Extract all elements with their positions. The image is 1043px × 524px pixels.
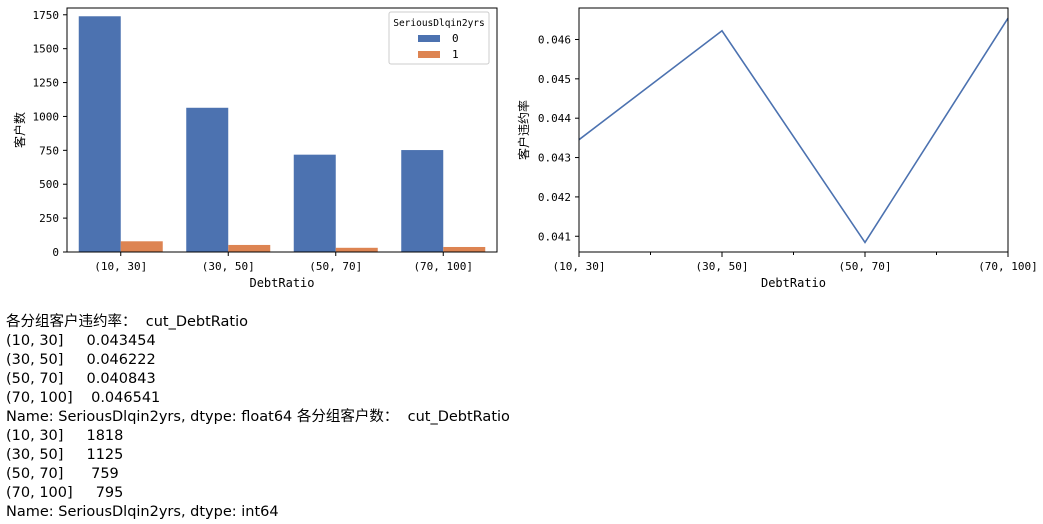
x-tick-label: (70, 100]: [413, 260, 473, 273]
x-tick-label: (50, 70]: [839, 260, 892, 273]
x-tick-label: (50, 70]: [309, 260, 362, 273]
output-line: Name: SeriousDlqin2yrs, dtype: float64 各…: [6, 409, 510, 425]
y-axis-label: 客户违约率: [516, 100, 531, 160]
line-series: [578, 17, 1009, 244]
y-tick-label: 500: [39, 178, 59, 191]
output-line: (30, 50] 1125: [6, 447, 124, 463]
y-tick-label: 0.042: [538, 191, 571, 204]
bar-0-1: [186, 107, 229, 252]
output-line: (10, 30] 0.043454: [6, 333, 156, 349]
output-line: (70, 100] 795: [6, 485, 124, 501]
legend-title: SeriousDlqin2yrs: [393, 18, 485, 29]
bar-1-0: [120, 241, 163, 252]
y-tick-label: 1250: [33, 77, 60, 90]
x-tick-label: (30, 50]: [202, 260, 255, 273]
y-tick-label: 0.046: [538, 33, 571, 46]
plot-frame: [578, 7, 1009, 253]
y-tick-label: 1750: [33, 9, 60, 22]
output-line: (50, 70] 0.040843: [6, 371, 156, 387]
output-line: (50, 70] 759: [6, 466, 119, 482]
y-axis-label: 客户数: [12, 112, 27, 148]
legend-label-1: 1: [452, 48, 459, 61]
y-tick-label: 750: [39, 144, 59, 157]
bar-1-1: [228, 244, 271, 252]
console-output: 各分组客户违约率： cut_DebtRatio (10, 30] 0.043454…: [6, 313, 510, 522]
legend-label-0: 0: [452, 32, 459, 45]
bar-0-3: [401, 150, 444, 252]
plot-frame: [66, 7, 498, 253]
output-line: Name: SeriousDlqin2yrs, dtype: int64: [6, 504, 279, 520]
y-tick-label: 0.043: [538, 152, 571, 165]
y-tick-label: 0: [52, 246, 59, 259]
y-tick-label: 250: [39, 212, 59, 225]
y-tick-label: 0.044: [538, 112, 571, 125]
legend-swatch-0: [418, 35, 440, 42]
y-tick-label: 1500: [33, 43, 60, 56]
bar-0-0: [78, 16, 121, 252]
x-axis-label: DebtRatio: [761, 276, 826, 290]
x-tick-label: (70, 100]: [978, 260, 1038, 273]
y-tick-label: 0.041: [538, 230, 571, 243]
bar-chart: 0 250 500 750 1000 1250 1500 1750 (10, 30] (30, 5…: [12, 7, 498, 290]
x-tick-label: (30, 50]: [696, 260, 749, 273]
line-chart: 0.041 0.042 0.043 0.044 0.045 0.046 (10, 30] (3…: [516, 7, 1038, 290]
bar-0-2: [293, 154, 336, 252]
x-axis-label: DebtRatio: [249, 276, 314, 290]
output-line: (10, 30] 1818: [6, 428, 124, 444]
output-line: 各分组客户违约率： cut_DebtRatio: [6, 314, 249, 330]
output-line: (30, 50] 0.046222: [6, 352, 156, 368]
x-tick-label: (10, 30]: [94, 260, 147, 273]
output-line: (70, 100] 0.046541: [6, 390, 161, 406]
y-tick-label: 0.045: [538, 73, 571, 86]
bar-1-3: [443, 246, 486, 252]
x-tick-label: (10, 30]: [553, 260, 606, 273]
legend-swatch-1: [418, 51, 440, 58]
y-tick-label: 1000: [33, 110, 60, 123]
bar-1-2: [335, 247, 378, 252]
